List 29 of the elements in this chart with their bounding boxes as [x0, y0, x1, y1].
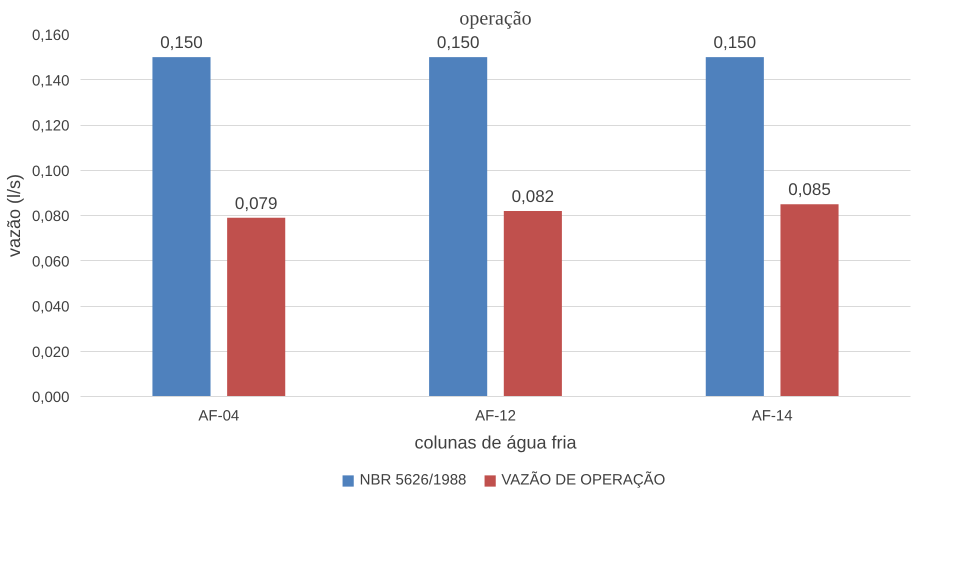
y-tick-label: 0,080	[32, 208, 70, 225]
y-tick-label: 0,160	[32, 27, 70, 44]
legend-label: VAZÃO DE OPERAÇÃO	[501, 472, 666, 488]
y-tick-label: 0,060	[32, 253, 70, 270]
bar	[227, 218, 286, 396]
bar	[780, 204, 839, 396]
bar	[706, 57, 764, 396]
data-label: 0,082	[512, 186, 554, 206]
x-tick-label: AF-14	[752, 408, 793, 424]
data-label: 0,085	[788, 180, 831, 200]
data-label: 0,079	[234, 194, 278, 213]
y-axis-title: vazão (l/s)	[4, 174, 24, 258]
bar	[152, 57, 211, 396]
y-tick-label: 0,140	[32, 72, 70, 90]
y-tick-label: 0,120	[32, 118, 70, 134]
y-tick-label: 0,000	[32, 389, 70, 406]
x-tick-label: AF-12	[475, 408, 516, 424]
y-tick-label: 0,100	[32, 162, 70, 180]
legend-label: NBR 5626/1988	[360, 472, 466, 488]
y-tick-label: 0,040	[32, 298, 70, 316]
chart-title: operação	[459, 8, 532, 30]
data-label: 0,150	[436, 33, 480, 52]
y-tick-label: 0,020	[32, 344, 70, 361]
x-tick-label: AF-04	[198, 408, 240, 424]
x-axis-title: colunas de água fria	[414, 432, 578, 452]
data-label: 0,150	[160, 33, 203, 52]
bar	[504, 210, 562, 396]
bar	[429, 57, 488, 396]
data-label: 0,150	[714, 33, 756, 52]
